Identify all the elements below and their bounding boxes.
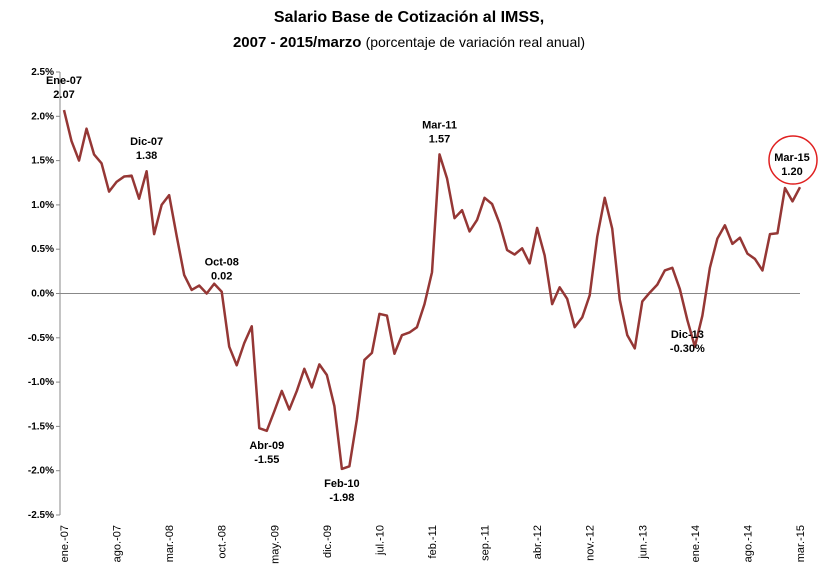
data-label: 1.38 xyxy=(136,150,157,162)
y-tick-label: -2.5% xyxy=(28,510,54,521)
data-label: -1.55 xyxy=(254,454,279,466)
x-tick-label: sep.-11 xyxy=(480,525,492,561)
data-label: 0.02 xyxy=(211,271,232,283)
x-tick-label: may.-09 xyxy=(269,525,281,564)
annotation-name: Dic-07 xyxy=(130,136,163,148)
subtitle: 2007 - 2015/marzo xyxy=(233,34,361,51)
data-label: 1.57 xyxy=(429,133,450,145)
x-tick-label: jun.-13 xyxy=(637,525,649,560)
annotation-name: Dic-13 xyxy=(671,329,704,341)
chart-subtitle: 2007 - 2015/marzo (porcentaje de variaci… xyxy=(233,34,585,51)
data-label: 2.07 xyxy=(53,89,74,101)
y-tick-label: 2.5% xyxy=(31,67,54,78)
y-tick-label: -1.5% xyxy=(28,421,54,432)
x-tick-label: dic.-09 xyxy=(322,525,334,558)
x-tick-label: mar.-15 xyxy=(795,525,807,562)
y-tick-label: 0.0% xyxy=(31,289,54,300)
subtitle-note: (porcentaje de variación real anual) xyxy=(366,34,585,50)
y-tick-label: 1.5% xyxy=(31,156,54,167)
y-tick-label: -2.0% xyxy=(28,466,54,477)
data-label: 1.20 xyxy=(781,166,802,178)
data-line xyxy=(62,109,802,471)
y-tick-label: -0.5% xyxy=(28,333,54,344)
y-tick-label: -1.0% xyxy=(28,377,54,388)
x-tick-label: ago.-07 xyxy=(112,525,124,562)
x-tick-label: oct.-08 xyxy=(217,525,229,559)
annotation-name: Abr-09 xyxy=(249,440,284,452)
x-tick-label: mar.-08 xyxy=(164,525,176,562)
x-tick-label: ago.-14 xyxy=(742,525,754,562)
x-tick-label: jul.-10 xyxy=(374,525,386,556)
annotation-name: Mar-11 xyxy=(422,119,457,131)
x-tick-label: ene.-07 xyxy=(59,525,71,562)
y-tick-label: 0.5% xyxy=(31,244,54,255)
highlight-circle xyxy=(768,135,818,185)
x-tick-label: feb.-11 xyxy=(427,525,439,558)
x-tick-label: ene.-14 xyxy=(690,525,702,562)
annotation-name: Oct-08 xyxy=(205,257,239,269)
data-label: -0.30% xyxy=(670,343,705,355)
y-tick-label: 2.0% xyxy=(31,111,54,122)
x-tick-label: nov.-12 xyxy=(585,525,597,561)
annotation-name: Mar-15 xyxy=(774,152,809,164)
annotation-name: Feb-10 xyxy=(324,478,359,490)
chart-title: Salario Base de Cotización al IMSS, xyxy=(274,9,544,26)
data-label: -1.98 xyxy=(329,492,354,504)
y-tick-label: 1.0% xyxy=(31,200,54,211)
annotation-name: Ene-07 xyxy=(46,75,82,87)
x-tick-label: abr.-12 xyxy=(532,525,544,559)
